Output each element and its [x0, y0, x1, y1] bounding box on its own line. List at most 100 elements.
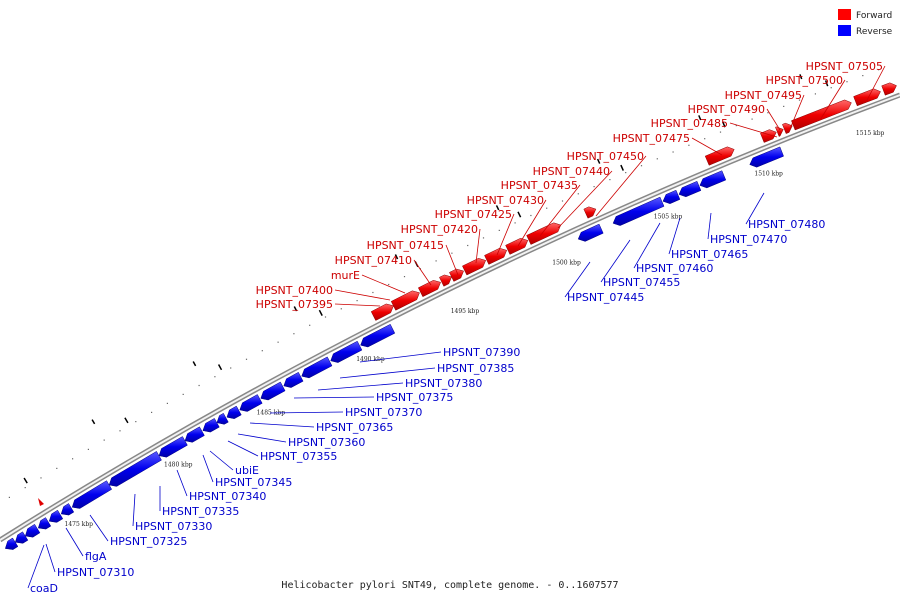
reverse-gene-block-16: [301, 356, 333, 379]
scale-dot: [514, 222, 516, 224]
scale-dot: [261, 350, 263, 352]
scale-dot: [751, 118, 753, 120]
reverse-gene-label: HPSNT_07330: [135, 520, 212, 533]
scale-tick: [722, 121, 726, 128]
forward-gene-label: HPSNT_07450: [567, 150, 644, 163]
forward-gene-leader: [496, 213, 515, 256]
forward-gene-label: HPSNT_07415: [367, 239, 444, 252]
reverse-gene-leader: [339, 367, 436, 379]
forward-marker: [38, 498, 44, 506]
forward-gene-block-15: [853, 88, 881, 107]
reverse-gene-block-5: [60, 503, 75, 516]
forward-gene-block-2: [417, 280, 441, 298]
reverse-gene-leader: [249, 422, 315, 428]
scale-dot: [451, 252, 453, 254]
reverse-gene-block-11: [216, 412, 229, 425]
scale-tick: [824, 80, 829, 87]
reverse-gene-leader: [237, 433, 287, 443]
reverse-gene-leader: [633, 222, 661, 269]
forward-gene-label: HPSNT_07395: [256, 298, 333, 311]
forward-gene-label: murE: [331, 269, 360, 282]
scale-dot: [767, 112, 769, 114]
reverse-gene-label: flgA: [85, 550, 107, 563]
scale-dot: [151, 411, 153, 413]
forward-gene-block-1: [390, 290, 420, 311]
reverse-gene-leader: [176, 469, 188, 497]
scale-tick-minor: [596, 158, 601, 164]
scale-dot: [293, 333, 295, 335]
forward-gene-label: HPSNT_07440: [533, 165, 610, 178]
scale-dot: [340, 308, 342, 310]
scale-dot: [40, 477, 42, 479]
scale-dot: [798, 99, 801, 101]
scale-dot: [625, 172, 627, 174]
reverse-gene-label: HPSNT_07345: [215, 476, 292, 489]
forward-gene-block-9: [583, 206, 597, 219]
reverse-gene-leader: [132, 493, 136, 527]
reverse-gene-leader: [89, 514, 109, 542]
forward-gene-leader: [539, 184, 581, 237]
legend-swatch-forward: [838, 9, 851, 20]
reverse-gene-block-15: [283, 371, 304, 388]
forward-gene-label: HPSNT_07410: [335, 254, 412, 267]
forward-gene-leader: [334, 289, 391, 301]
scale-dot: [735, 125, 737, 127]
reverse-gene-label: HPSNT_07310: [57, 566, 134, 579]
scale-dot: [135, 421, 137, 423]
forward-gene-leader: [517, 199, 547, 247]
scale-dot: [388, 283, 390, 286]
scale-dot: [166, 402, 168, 404]
scale-dot: [546, 207, 548, 209]
forward-gene-label: HPSNT_07485: [651, 117, 728, 130]
reverse-gene-leader: [227, 440, 259, 457]
scale-tick-label: 1515 kbp: [856, 130, 885, 137]
reverse-gene-leader: [202, 454, 214, 483]
backbone-inner: [0, 94, 900, 541]
reverse-gene-label: HPSNT_07385: [437, 362, 514, 375]
reverse-gene-label: HPSNT_07390: [443, 346, 520, 359]
scale-dot: [467, 244, 469, 247]
reverse-gene-block-21: [662, 189, 681, 204]
reverse-gene-leader: [564, 261, 591, 298]
scale-tick: [217, 364, 223, 371]
scale-dot: [688, 144, 690, 146]
scale-dot: [403, 276, 406, 278]
reverse-gene-block-2: [24, 523, 41, 538]
scale-dot: [230, 367, 232, 369]
legend-label-reverse: Reverse: [856, 27, 893, 37]
forward-gene-leader: [766, 108, 781, 131]
forward-gene-label: HPSNT_07400: [256, 284, 333, 297]
scale-tick: [124, 417, 129, 424]
scale-dot: [24, 487, 26, 489]
scale-dot: [862, 75, 864, 77]
reverse-gene-label: HPSNT_07480: [748, 218, 825, 231]
scale-dot: [56, 467, 58, 469]
reverse-gene-label: HPSNT_07365: [316, 421, 393, 434]
reverse-gene-label: HPSNT_07455: [603, 276, 680, 289]
scale-dot: [198, 384, 200, 387]
reverse-gene-leader: [45, 543, 56, 573]
scale-dot: [577, 193, 579, 195]
scale-tick-minor: [192, 361, 197, 367]
scale-dot: [435, 260, 437, 262]
reverse-gene-block-8: [158, 436, 188, 458]
reverse-gene-block-24: [749, 146, 784, 168]
scale-tick-minor: [394, 254, 399, 260]
scale-dot: [356, 300, 358, 302]
scale-dot: [498, 229, 500, 231]
reverse-gene-block-10: [202, 418, 220, 433]
map-caption: Helicobacter pylori SNT49, complete geno…: [281, 580, 618, 591]
forward-gene-label: HPSNT_07435: [501, 179, 578, 192]
forward-gene-label: HPSNT_07500: [766, 74, 843, 87]
forward-gene-block-12: [775, 126, 784, 137]
reverse-gene-leader: [293, 396, 375, 399]
forward-gene-leader: [361, 274, 406, 294]
forward-gene-leader: [334, 303, 381, 307]
reverse-gene-block-12: [226, 405, 242, 419]
reverse-gene-block-0: [4, 537, 19, 550]
reverse-gene-block-14: [260, 381, 286, 401]
scale-dot: [214, 376, 216, 378]
reverse-gene-leader: [600, 239, 631, 283]
